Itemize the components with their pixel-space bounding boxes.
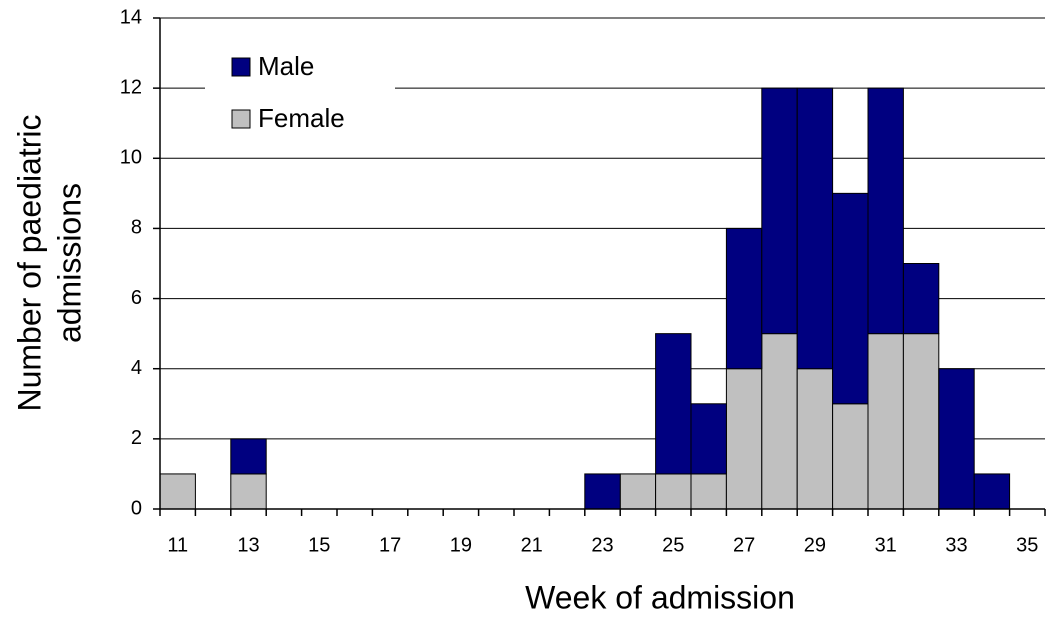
bar — [832, 403, 869, 510]
bar — [584, 473, 621, 510]
legend-label: Male — [258, 51, 314, 81]
x-axis-title: Week of admission — [525, 579, 795, 615]
bar — [655, 333, 692, 475]
x-tick-label: 17 — [379, 534, 401, 556]
y-axis-title: admissions — [51, 183, 87, 343]
bar — [938, 368, 975, 510]
bar — [902, 263, 940, 335]
y-tick-label: 4 — [131, 357, 142, 379]
bar — [867, 333, 904, 510]
bar — [655, 473, 692, 510]
y-tick-label: 0 — [131, 497, 142, 519]
y-tick-label: 12 — [120, 76, 142, 98]
bar — [902, 333, 940, 510]
x-tick-label: 25 — [662, 534, 684, 556]
y-tick-label: 6 — [131, 287, 142, 309]
bar — [159, 473, 196, 510]
bar — [761, 333, 798, 510]
x-tick-label: 29 — [804, 534, 826, 556]
bar — [725, 227, 763, 370]
x-tick-label: 27 — [733, 534, 755, 556]
legend-swatch — [231, 57, 251, 77]
bar — [230, 438, 267, 475]
x-tick-label: 23 — [591, 534, 613, 556]
bar — [690, 473, 727, 510]
bar — [725, 368, 763, 510]
bar — [832, 192, 869, 405]
x-tick-label: 31 — [875, 534, 897, 556]
bar — [973, 473, 1011, 510]
y-tick-label: 2 — [131, 427, 142, 449]
x-tick-label: 13 — [237, 534, 259, 556]
x-tick-label: 15 — [308, 534, 330, 556]
x-tick-label: 19 — [450, 534, 472, 556]
x-tick-label: 11 — [167, 534, 188, 556]
bar — [796, 368, 834, 510]
y-tick-label: 10 — [120, 147, 142, 169]
legend-swatch — [231, 109, 251, 129]
bar — [619, 473, 657, 510]
bar — [761, 87, 798, 335]
y-tick-label: 8 — [131, 217, 142, 239]
bar — [796, 87, 834, 370]
x-tick-label: 35 — [1016, 534, 1038, 556]
bar — [230, 473, 267, 510]
x-tick-label: 21 — [521, 534, 543, 556]
x-tick-label: 33 — [945, 534, 967, 556]
y-tick-label: 14 — [120, 6, 142, 28]
bar — [867, 87, 904, 335]
bar — [690, 403, 727, 475]
legend-label: Female — [258, 103, 345, 133]
y-axis-title: Number of paediatric — [11, 114, 47, 411]
